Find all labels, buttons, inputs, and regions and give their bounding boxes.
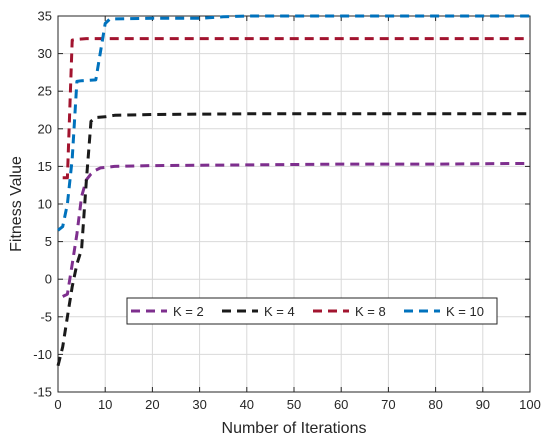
- grid: [57, 15, 531, 393]
- series-line-k-8: [62, 37, 530, 180]
- legend: K = 2 K = 4 K = 8 K = 10: [126, 297, 498, 325]
- x-tick-label: 0: [54, 397, 61, 412]
- x-axis-label: Number of Iterations: [222, 420, 367, 437]
- y-axis-label: Fitness Value: [8, 156, 25, 252]
- series-line-k-2: [62, 161, 531, 298]
- y-tick-label: 10: [38, 197, 52, 212]
- x-tick-label: 100: [519, 397, 541, 412]
- series-layer: [56, 14, 531, 367]
- y-tick-label: -15: [33, 385, 52, 400]
- series-line-k-10: [57, 14, 530, 232]
- legend-label-k-2: K = 2: [173, 304, 204, 319]
- legend-label-k-8: K = 8: [355, 304, 386, 319]
- x-tick-label: 40: [240, 397, 254, 412]
- legend-label-k-4: K = 4: [264, 304, 295, 319]
- x-tick-label: 50: [287, 397, 301, 412]
- x-tick-label: 70: [381, 397, 395, 412]
- x-tick-label: 30: [192, 397, 206, 412]
- series-line-k-4: [56, 112, 530, 367]
- y-tick-label: -5: [40, 309, 52, 324]
- y-tick-label: 20: [38, 121, 52, 136]
- y-tick-label: 15: [38, 159, 52, 174]
- y-tick-label: 0: [45, 272, 52, 287]
- y-tick-label: 35: [38, 9, 52, 24]
- legend-label-k-10: K = 10: [446, 304, 484, 319]
- x-tick-label: 10: [98, 397, 112, 412]
- y-tick-label: -10: [33, 347, 52, 362]
- y-tick-label: 30: [38, 46, 52, 61]
- y-tick-label: 25: [38, 84, 52, 99]
- y-tick-label: 5: [45, 234, 52, 249]
- x-tick-label: 90: [476, 397, 490, 412]
- x-tick-label: 60: [334, 397, 348, 412]
- axis-ticks: 0 10 20 30 40 50 60 70 80 90 100 -15 -10 -5 0 5 10 15 20 25…: [33, 9, 541, 413]
- x-tick-label: 20: [145, 397, 159, 412]
- x-tick-label: 80: [428, 397, 442, 412]
